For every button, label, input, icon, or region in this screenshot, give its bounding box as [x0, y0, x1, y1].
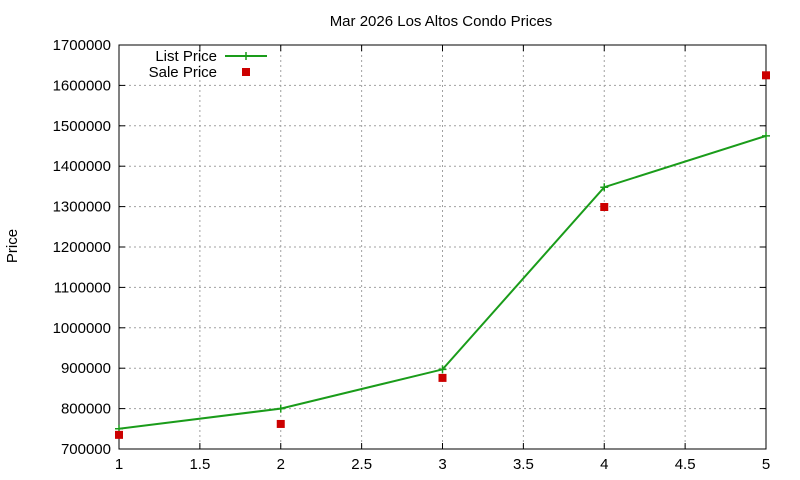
series-sale-price [115, 71, 770, 439]
list-price-point [276, 404, 285, 413]
y-tick-label: 900000 [61, 360, 111, 377]
x-tick-label: 1 [115, 456, 123, 473]
y-tick-label: 1700000 [53, 37, 111, 54]
axis-ticks [118, 44, 767, 450]
x-tick-label: 4.5 [675, 456, 696, 473]
x-tick-label: 5 [762, 456, 770, 473]
chart-title: Mar 2026 Los Altos Condo Prices [330, 13, 553, 30]
y-tick-label: 700000 [61, 441, 111, 458]
legend-plus-marker [242, 52, 250, 60]
y-tick-label: 1300000 [53, 199, 111, 216]
legend-label: Sale Price [149, 64, 217, 81]
y-tick-label: 1600000 [53, 77, 111, 94]
sale-price-point [438, 373, 447, 382]
x-tick-label: 2.5 [351, 456, 372, 473]
sale-price-point [115, 430, 123, 439]
list-price-point [762, 131, 770, 140]
y-tick-label: 1200000 [53, 239, 111, 256]
x-tick-label: 2 [277, 456, 285, 473]
x-axis-tick-labels: 1 1.5 2 2.5 3 3.5 4 4.5 5 [115, 456, 770, 473]
y-tick-label: 800000 [61, 401, 111, 418]
x-tick-label: 4 [600, 456, 608, 473]
legend-label: List Price [155, 48, 217, 65]
x-tick-label: 3 [438, 456, 446, 473]
y-tick-label: 1100000 [54, 279, 111, 296]
x-tick-label: 1.5 [189, 456, 210, 473]
series-list-price [115, 131, 770, 433]
y-tick-label: 1000000 [53, 320, 111, 337]
y-tick-label: 1400000 [53, 158, 111, 175]
sale-price-point [600, 203, 609, 212]
sale-price-point [762, 71, 770, 80]
legend-square-marker [242, 68, 250, 76]
list-price-point [438, 365, 447, 374]
y-axis-tick-labels: 700000 800000 900000 1000000 1100000 1200000 1… [53, 37, 111, 458]
data-series [115, 71, 770, 439]
list-price-point [600, 183, 609, 192]
y-axis-label: Price [4, 229, 21, 263]
y-tick-label: 1500000 [53, 118, 111, 135]
x-tick-label: 3.5 [513, 456, 534, 473]
sale-price-point [276, 419, 285, 428]
